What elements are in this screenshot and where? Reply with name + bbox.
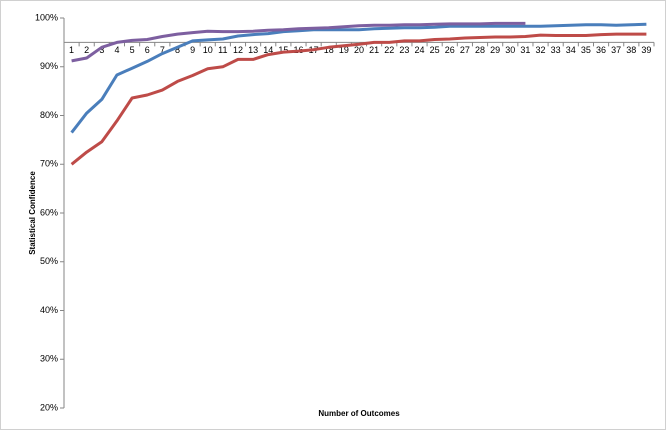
series-line — [71, 21, 526, 63]
x-tick-label: 28 — [475, 45, 485, 55]
x-tick-label: 7 — [160, 45, 165, 55]
x-tick-label: 38 — [626, 45, 636, 55]
x-tick-label: 22 — [384, 45, 394, 55]
x-tick-label: 29 — [490, 45, 500, 55]
x-tick-label: 39 — [641, 45, 651, 55]
x-tick-label: 32 — [536, 45, 546, 55]
x-tick-label: 6 — [145, 45, 150, 55]
x-tick-label: 23 — [399, 45, 409, 55]
y-tick-label: 30% — [40, 354, 58, 364]
x-tick-label: 20 — [354, 45, 364, 55]
series-line — [70, 32, 647, 166]
x-tick-label: 33 — [551, 45, 561, 55]
x-tick-label: 31 — [520, 45, 530, 55]
x-tick-label: 1 — [69, 45, 74, 55]
x-tick-label: 26 — [445, 45, 455, 55]
series-line — [70, 22, 647, 134]
x-tick-label: 34 — [566, 45, 576, 55]
x-tick-label: 18 — [324, 45, 334, 55]
x-tick-label: 27 — [460, 45, 470, 55]
x-tick-label: 12 — [233, 45, 243, 55]
x-tick-label: 9 — [190, 45, 195, 55]
y-tick-label: 60% — [40, 207, 58, 217]
y-tick-label: 50% — [40, 256, 58, 266]
x-tick-label: 5 — [130, 45, 135, 55]
x-tick-label: 25 — [430, 45, 440, 55]
y-tick-label: 40% — [40, 305, 58, 315]
x-tick-label: 24 — [415, 45, 425, 55]
x-tick-label: 2 — [84, 45, 89, 55]
x-tick-label: 3 — [99, 45, 104, 55]
x-tick-label: 37 — [611, 45, 621, 55]
y-tick-label: 90% — [40, 61, 58, 71]
x-tick-label: 11 — [218, 45, 227, 55]
y-tick-label: 80% — [40, 110, 58, 120]
x-tick-label: 19 — [339, 45, 349, 55]
y-tick-label: 70% — [40, 159, 58, 169]
y-axis-title: Statistical Confidence — [28, 171, 37, 255]
x-tick-label: 15 — [278, 45, 288, 55]
x-tick-label: 8 — [175, 45, 180, 55]
x-tick-label: 13 — [248, 45, 258, 55]
x-tick-label: 4 — [114, 45, 119, 55]
x-axis-title: Number of Outcomes — [318, 409, 400, 418]
y-tick-label: 100% — [35, 12, 58, 22]
y-tick-label: 20% — [40, 402, 58, 412]
x-tick-label: 36 — [596, 45, 606, 55]
x-tick-label: 21 — [369, 45, 379, 55]
x-tick-label: 35 — [581, 45, 591, 55]
x-tick-label: 30 — [505, 45, 515, 55]
x-tick-label: 14 — [263, 45, 273, 55]
x-tick-label: 10 — [203, 45, 213, 55]
